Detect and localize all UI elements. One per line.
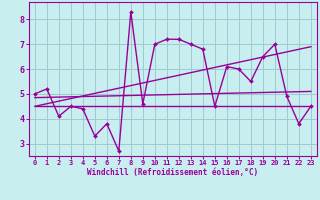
X-axis label: Windchill (Refroidissement éolien,°C): Windchill (Refroidissement éolien,°C) — [87, 168, 258, 177]
